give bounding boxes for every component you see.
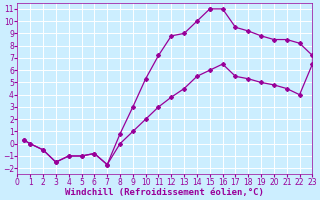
X-axis label: Windchill (Refroidissement éolien,°C): Windchill (Refroidissement éolien,°C) (66, 188, 264, 197)
